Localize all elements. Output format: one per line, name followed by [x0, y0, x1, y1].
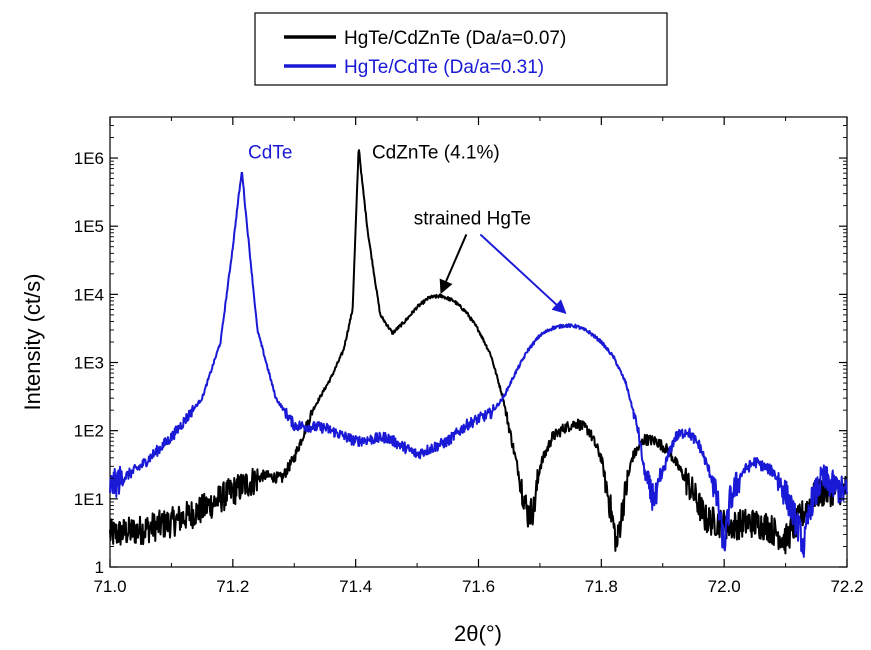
arrow-to-hgte-cdznte-peak — [439, 234, 468, 295]
series-line-1 — [109, 171, 848, 558]
x-tick-label: 71.0 — [93, 577, 126, 596]
annotation-strained-hgte: strained HgTe — [414, 208, 531, 229]
annotation-cdte: CdTe — [248, 143, 292, 164]
y-tick-label: 1E6 — [74, 149, 104, 168]
arrow-to-hgte-cdte-peak — [479, 233, 567, 314]
y-axis-title: Intensity (ct/s) — [20, 274, 45, 411]
y-tick-label: 1E2 — [74, 422, 104, 441]
y-tick-label: 1E4 — [74, 285, 104, 304]
x-tick-label: 71.8 — [585, 577, 618, 596]
x-tick-label: 72.0 — [708, 577, 741, 596]
x-tick-label: 71.4 — [339, 577, 372, 596]
annotation-cdznte: CdZnTe (4.1%) — [372, 143, 500, 164]
series-layer — [109, 149, 848, 558]
x-tick-label: 72.2 — [830, 577, 863, 596]
series-line-0 — [109, 149, 848, 555]
legend: HgTe/CdZnTe (Da/a=0.07) HgTe/CdTe (Da/a=… — [254, 12, 668, 86]
axis-ticks: 71.0 71.2 71.4 71.6 71.8 72.0 72.2 1 1E1 1E2 1E3 1E… — [74, 117, 864, 596]
legend-box — [254, 12, 668, 86]
legend-label-series-0: HgTe/CdZnTe (Da/a=0.07) — [344, 28, 566, 49]
y-tick-label: 1E1 — [74, 490, 104, 509]
y-tick-label: 1E3 — [74, 354, 104, 373]
x-tick-label: 71.2 — [216, 577, 249, 596]
legend-label-series-1: HgTe/CdTe (Da/a=0.31) — [344, 57, 544, 78]
annotations: CdTe CdZnTe (4.1%) strained HgTe — [248, 143, 567, 314]
y-tick-label: 1 — [95, 558, 104, 577]
x-tick-label: 71.6 — [462, 577, 495, 596]
x-axis-title: 2θ(°) — [454, 621, 502, 646]
y-tick-label: 1E5 — [74, 217, 104, 236]
